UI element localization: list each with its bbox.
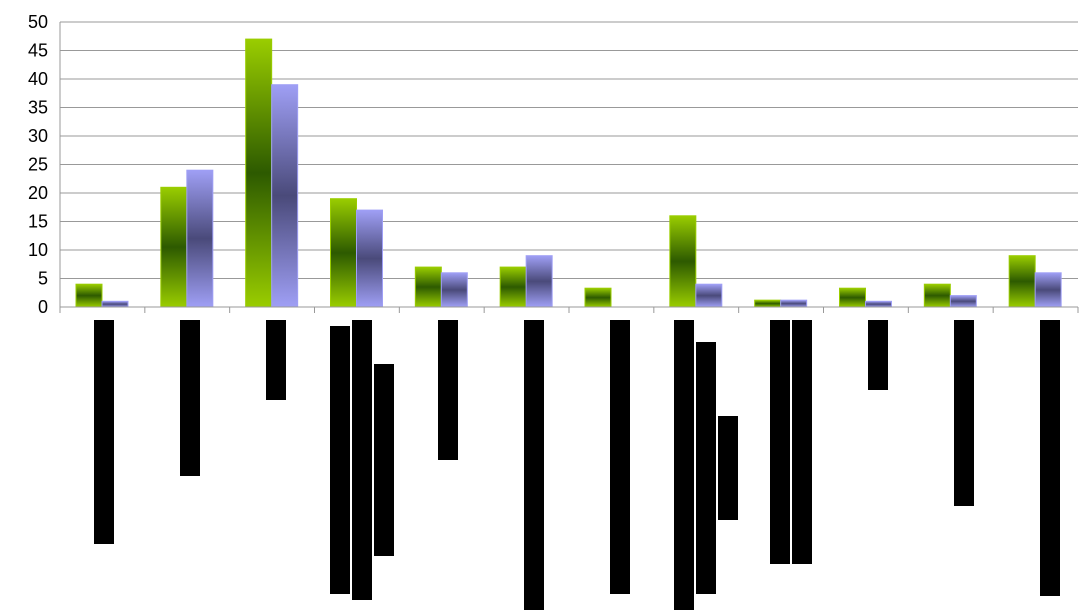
bar-series1-cat7 — [584, 287, 612, 308]
bar-series2-cat9 — [780, 299, 808, 308]
redacted-category-label — [180, 320, 200, 476]
redacted-category-label — [1040, 320, 1060, 596]
y-tick-label: 25 — [28, 155, 48, 175]
bar-series1-cat1 — [75, 283, 103, 308]
redacted-category-label — [718, 416, 738, 520]
bar-series1-cat8 — [669, 215, 697, 308]
y-tick-label: 0 — [38, 297, 48, 317]
redaction-marks — [94, 320, 1060, 610]
redacted-category-label — [352, 320, 372, 600]
redacted-category-label — [374, 364, 394, 556]
y-tick-label: 15 — [28, 212, 48, 232]
redacted-category-label — [610, 320, 630, 594]
bar-series1-cat3 — [245, 38, 273, 308]
bar-series1-cat5 — [414, 266, 442, 308]
axes — [59, 22, 1079, 313]
redacted-category-label — [330, 326, 350, 594]
bar-series2-cat6 — [525, 255, 553, 308]
y-tick-label: 50 — [28, 12, 48, 32]
bar-series2-cat5 — [440, 272, 468, 308]
y-tick-label: 20 — [28, 183, 48, 203]
y-tick-label: 5 — [38, 269, 48, 289]
bar-series2-cat11 — [949, 295, 977, 308]
y-tick-label: 10 — [28, 240, 48, 260]
redacted-category-label — [954, 320, 974, 506]
bar-series1-cat2 — [160, 186, 188, 308]
y-tick-label: 35 — [28, 98, 48, 118]
bar-series2-cat8 — [695, 283, 723, 308]
redacted-category-label — [770, 320, 790, 564]
bar-series2-cat2 — [186, 169, 214, 308]
bar-series1-cat10 — [839, 287, 866, 308]
redacted-category-label — [696, 342, 716, 594]
bar-series2-cat12 — [1034, 272, 1062, 308]
redacted-category-label — [792, 320, 812, 564]
redacted-category-label — [94, 320, 114, 544]
y-tick-label: 45 — [28, 41, 48, 61]
bars — [75, 38, 1062, 308]
bar-series2-cat4 — [356, 209, 383, 308]
bar-series2-cat10 — [865, 300, 892, 308]
y-tick-label: 30 — [28, 126, 48, 146]
y-tick-labels: 0 5 10 15 20 25 30 35 40 45 50 — [28, 12, 48, 317]
redacted-category-label — [674, 320, 694, 610]
bar-series1-cat12 — [1008, 255, 1036, 308]
bar-series1-cat4 — [330, 198, 357, 308]
redacted-category-label — [438, 320, 458, 460]
bar-series1-cat9 — [754, 299, 782, 308]
bar-series2-cat1 — [101, 300, 129, 308]
redacted-category-label — [524, 320, 544, 610]
bar-series2-cat3 — [271, 84, 299, 308]
y-tick-label: 40 — [28, 69, 48, 89]
bar-series1-cat6 — [499, 266, 527, 308]
gridlines — [60, 21, 1078, 279]
bar-series1-cat11 — [923, 283, 951, 308]
redacted-category-label — [266, 320, 286, 400]
redacted-category-label — [868, 320, 888, 390]
